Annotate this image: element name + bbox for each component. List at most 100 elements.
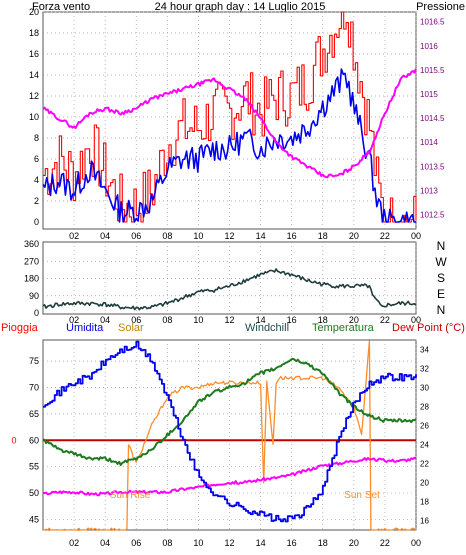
x-tick-label: 08	[162, 315, 172, 325]
wind-speed-title: Forza vento	[32, 1, 90, 13]
x-tick-label: 14	[256, 231, 266, 241]
x-tick-label: 04	[100, 315, 110, 325]
x-tick-label: 16	[287, 231, 297, 241]
x-tick-label: 10	[193, 315, 203, 325]
x-tick-label: 02	[69, 315, 79, 325]
x-tick-label: 06	[131, 231, 141, 241]
y-tick-label-left: 65	[29, 409, 39, 419]
y-tick-label-left: 0	[34, 217, 39, 227]
dew-point-line	[42, 456, 417, 497]
y-tick-label-left: 6	[34, 154, 39, 164]
x-tick-label: 18	[318, 231, 328, 241]
x-tick-label: 08	[162, 231, 172, 241]
x-tick-label: 00	[411, 231, 421, 241]
y-tick-label-right: 1016	[420, 42, 438, 51]
windchill-label: Windchill	[245, 322, 289, 334]
pioggia-zero-label: 0	[11, 435, 16, 445]
x-tick-label: 16	[287, 315, 297, 325]
x-tick-label: 12	[224, 315, 234, 325]
y-tick-label-right: 1016.5	[420, 18, 445, 27]
y-tick-label-left: 18	[29, 28, 39, 38]
direction-panel-series	[42, 268, 417, 311]
x-tick-label: 00	[411, 315, 421, 325]
y-tick-label-right: 1015	[420, 90, 438, 99]
wind-panel-series	[42, 11, 417, 223]
x-tick-label: 12	[224, 538, 234, 548]
y-tick-label-right: 1014	[420, 138, 438, 147]
wind-speed-line	[42, 68, 416, 223]
x-tick-label: 18	[318, 315, 328, 325]
y-tick-label-left: 75	[29, 356, 39, 366]
x-tick-label: 14	[256, 538, 266, 548]
pioggia-label: Pioggia	[1, 322, 39, 334]
y-tick-label-left: 60	[29, 435, 39, 445]
x-tick-label: 16	[287, 538, 297, 548]
y-tick-label-right: 1013.5	[420, 162, 445, 171]
direction-panel-grid	[43, 242, 417, 314]
y-tick-label-right: 24	[420, 441, 429, 450]
y-tick-label-right: 1015.5	[420, 66, 445, 75]
y-tick-label-right: 16	[420, 517, 429, 526]
wind-direction-line	[42, 268, 417, 311]
y-tick-label-right: 30	[420, 384, 429, 393]
y-tick-label-right: 1013	[420, 186, 438, 195]
y-tick-label-right: 28	[420, 403, 429, 412]
x-tick-label: 08	[162, 538, 172, 548]
x-tick-label: 14	[256, 315, 266, 325]
compass-label-e: E	[437, 287, 445, 301]
dew-point-label: Dew Point (°C)	[392, 322, 465, 334]
y-tick-label-left: 4	[34, 175, 39, 185]
x-tick-label: 00	[411, 538, 421, 548]
wind-gust-line	[43, 11, 417, 223]
x-tick-label: 20	[349, 538, 359, 548]
x-tick-label: 10	[193, 231, 203, 241]
y-tick-label-left: 8	[34, 133, 39, 143]
sunset-annotation: Sun Set	[344, 490, 380, 501]
solar-label: Solar	[118, 322, 144, 334]
y-tick-label-right: 1012.5	[420, 211, 445, 220]
x-tick-label: 22	[380, 315, 390, 325]
y-tick-label-left: 16	[29, 49, 39, 59]
x-tick-label: 20	[349, 315, 359, 325]
y-tick-label-left: 14	[29, 70, 39, 80]
temperatura-label: Temperatura	[312, 322, 375, 334]
compass-label-w: W	[435, 255, 447, 269]
pressure-line	[42, 68, 417, 179]
y-tick-label-left: 20	[29, 7, 39, 17]
y-tick-label-left: 180	[24, 274, 39, 284]
x-tick-label: 20	[349, 231, 359, 241]
compass-label-s: S	[437, 271, 445, 285]
y-tick-label-right: 20	[420, 479, 429, 488]
y-tick-label-left: 90	[29, 291, 39, 301]
umidita-line	[43, 340, 417, 523]
x-tick-label: 12	[224, 231, 234, 241]
y-tick-label-left: 10	[29, 112, 39, 122]
y-tick-label-left: 270	[24, 256, 39, 266]
wind-panel-axes: 02 04 06 08 10 12 14 16 18 20 22 000246810121416182…	[29, 7, 445, 241]
y-tick-label-right: 18	[420, 498, 429, 507]
wind-panel-grid	[43, 11, 417, 229]
y-tick-label-left: 70	[29, 383, 39, 393]
x-tick-label: 02	[69, 538, 79, 548]
y-tick-label-left: 12	[29, 91, 39, 101]
humidity-panel-axes: 02 04 06 08 10 12 14 16 18 20 22 00 45 50 55 60 65 70 75 16…	[11, 346, 429, 549]
humidity-panel-series	[42, 340, 417, 531]
x-tick-label: 04	[100, 231, 110, 241]
y-tick-label-left: 360	[24, 239, 39, 249]
x-tick-label: 22	[380, 231, 390, 241]
y-tick-label-right: 22	[420, 460, 429, 469]
y-tick-label-left: 0	[34, 308, 39, 318]
y-tick-label-left: 2	[34, 196, 39, 206]
y-tick-label-left: 45	[29, 514, 39, 524]
y-tick-label-right: 32	[420, 365, 429, 374]
graph-date-title: 24 hour graph day : 14 Luglio 2015	[155, 1, 326, 13]
pressure-title: Pressione	[416, 1, 465, 13]
umidita-label: Umidita	[66, 322, 104, 334]
x-tick-label: 18	[318, 538, 328, 548]
y-tick-label-right: 26	[420, 422, 429, 431]
x-tick-label: 06	[131, 315, 141, 325]
y-tick-label-left: 50	[29, 488, 39, 498]
